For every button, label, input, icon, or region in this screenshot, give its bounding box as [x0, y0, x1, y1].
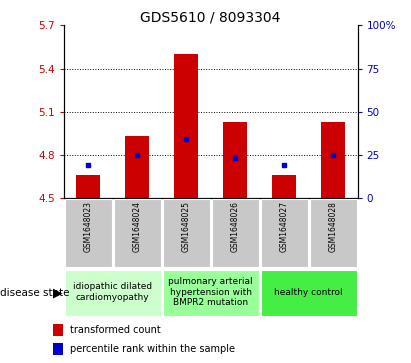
Bar: [223, 122, 247, 198]
Bar: [114, 199, 161, 267]
Text: percentile rank within the sample: percentile rank within the sample: [70, 344, 235, 354]
Bar: [309, 199, 357, 267]
Text: idiopathic dilated
cardiomyopathy: idiopathic dilated cardiomyopathy: [73, 282, 152, 302]
Bar: [261, 199, 307, 267]
Bar: [321, 122, 345, 198]
Bar: [76, 175, 100, 198]
Bar: [174, 54, 199, 198]
Text: disease state: disease state: [0, 288, 69, 298]
Bar: [53, 324, 63, 336]
Bar: [65, 199, 112, 267]
Bar: [163, 270, 259, 316]
Bar: [53, 343, 63, 355]
Bar: [272, 175, 296, 198]
Text: GSM1648023: GSM1648023: [84, 201, 93, 252]
Bar: [212, 199, 259, 267]
Text: GSM1648026: GSM1648026: [231, 201, 240, 252]
Text: transformed count: transformed count: [70, 325, 161, 335]
Bar: [125, 136, 150, 198]
Text: GSM1648027: GSM1648027: [279, 201, 289, 252]
Text: GSM1648024: GSM1648024: [133, 201, 142, 252]
Text: healthy control: healthy control: [274, 287, 343, 297]
Title: GDS5610 / 8093304: GDS5610 / 8093304: [141, 10, 281, 24]
Text: ▶: ▶: [53, 287, 62, 299]
Text: GSM1648025: GSM1648025: [182, 201, 191, 252]
Bar: [65, 270, 161, 316]
Bar: [163, 199, 210, 267]
Text: pulmonary arterial
hypertension with
BMPR2 mutation: pulmonary arterial hypertension with BMP…: [169, 277, 253, 307]
Bar: [261, 270, 357, 316]
Text: GSM1648028: GSM1648028: [328, 201, 337, 252]
